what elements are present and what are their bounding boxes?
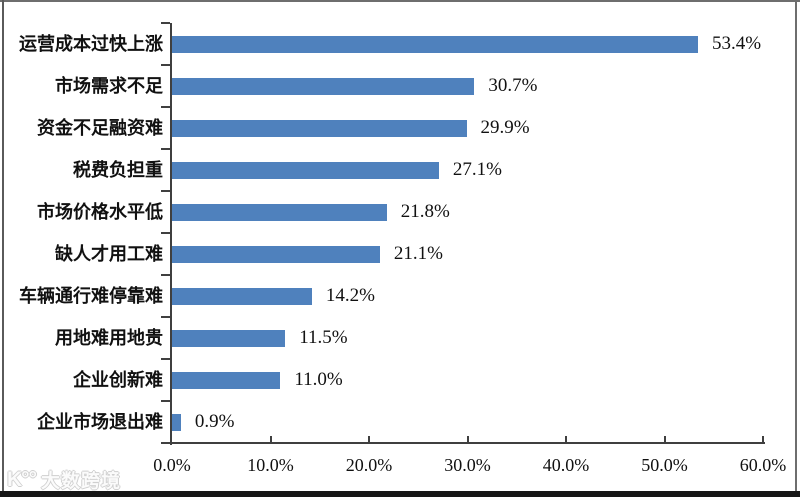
- x-axis-line: [170, 442, 765, 444]
- frame-border-bottom: [0, 491, 800, 497]
- value-label: 53.4%: [711, 33, 762, 54]
- bar: [172, 413, 181, 431]
- category-label: 运营成本过快上涨: [19, 34, 163, 54]
- watermark: K°° 大数跨境: [7, 466, 121, 493]
- bar: [172, 203, 387, 221]
- y-axis-tick: [161, 190, 170, 192]
- bar: [172, 77, 475, 95]
- category-label: 缺人才用工难: [55, 244, 163, 264]
- value-label: 21.8%: [400, 201, 450, 222]
- value-label: 0.9%: [194, 411, 235, 432]
- category-label: 税费负担重: [73, 160, 163, 180]
- bar: [172, 287, 312, 305]
- value-label: 29.9%: [480, 117, 530, 138]
- x-axis-tick: [269, 436, 272, 443]
- x-axis-tick: [762, 436, 764, 443]
- y-axis-tick: [161, 442, 170, 444]
- category-label: 市场需求不足: [55, 76, 163, 96]
- bar: [172, 329, 286, 347]
- frame-border-top: [0, 0, 800, 2]
- bar: [172, 119, 467, 137]
- x-axis-tick: [368, 436, 370, 443]
- value-label: 14.2%: [325, 285, 375, 306]
- y-axis-line: [170, 23, 172, 445]
- y-axis-tick: [161, 400, 170, 402]
- x-axis-tick-label: 30.0%: [444, 455, 491, 475]
- value-label: 21.1%: [393, 243, 443, 264]
- category-label: 企业创新难: [73, 370, 163, 390]
- watermark-logo-icon: K°°: [7, 467, 37, 491]
- category-label: 企业市场退出难: [37, 412, 163, 432]
- value-label: 30.7%: [488, 75, 538, 96]
- frame-border-left: [2, 0, 4, 497]
- x-axis-tick: [466, 436, 469, 443]
- x-axis-tick-label: 60.0%: [739, 455, 787, 475]
- value-label: 11.0%: [294, 369, 343, 390]
- watermark-text: 大数跨境: [40, 471, 121, 492]
- value-label: 11.5%: [299, 327, 348, 348]
- frame-border-right: [795, 0, 797, 497]
- x-axis-tick-label: 20.0%: [345, 455, 393, 475]
- y-axis-tick: [161, 148, 170, 150]
- x-axis-tick-label: 40.0%: [542, 455, 590, 475]
- x-axis-tick: [663, 436, 666, 443]
- category-label: 市场价格水平低: [37, 202, 163, 222]
- x-axis-tick-label: 10.0%: [247, 455, 294, 475]
- y-axis-tick: [161, 274, 170, 276]
- x-axis-tick: [565, 436, 567, 443]
- y-axis-tick: [161, 232, 170, 234]
- y-axis-tick: [161, 106, 170, 108]
- y-axis-tick: [161, 22, 170, 24]
- category-label: 车辆通行难停靠难: [19, 286, 163, 306]
- bar: [172, 161, 439, 179]
- bar: [172, 245, 380, 263]
- bar: [172, 35, 698, 53]
- x-axis-tick-label: 0.0%: [153, 455, 191, 475]
- x-axis-tick-label: 50.0%: [641, 455, 688, 475]
- category-label: 用地难用地贵: [55, 328, 163, 348]
- y-axis-tick: [161, 316, 170, 318]
- value-label: 27.1%: [452, 159, 502, 180]
- category-label: 资金不足融资难: [37, 118, 163, 138]
- y-axis-tick: [161, 358, 170, 360]
- y-axis-tick: [161, 64, 170, 66]
- bar: [172, 371, 281, 389]
